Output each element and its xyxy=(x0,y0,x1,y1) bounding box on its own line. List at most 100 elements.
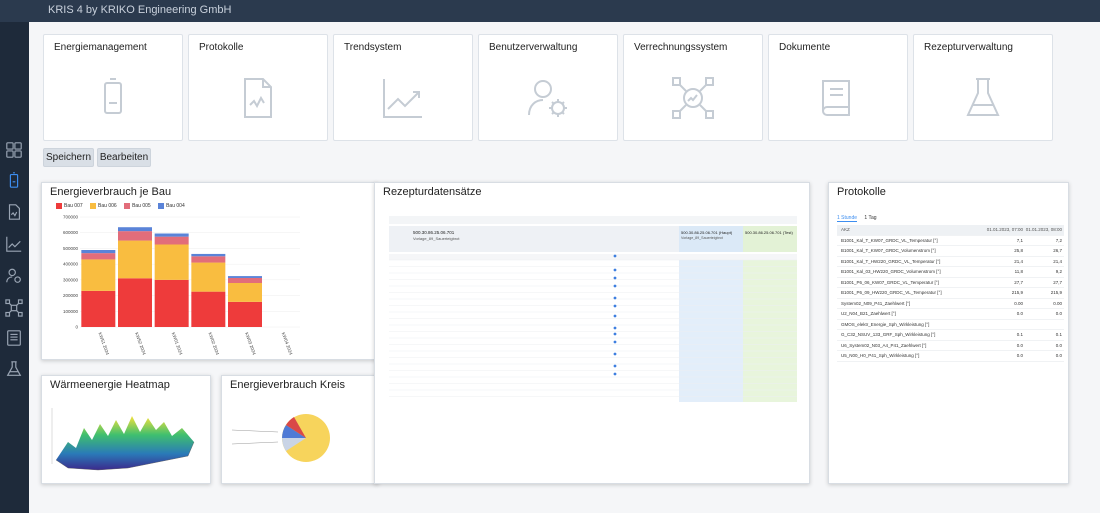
y-tick-label: 300000 xyxy=(63,277,79,282)
table-cell: B1001_Kal_03_HW220_GRDC_Volumenstrom [°] xyxy=(841,269,941,275)
status-dot xyxy=(613,332,617,336)
protocols-table: AKZ 01.01.2023, 07:00 01.01.2023, 08:00 … xyxy=(837,225,1064,362)
tile-verrechnungssystem[interactable]: Verrechnungssystem xyxy=(623,34,763,141)
table-row[interactable]: U5_N00_H0_P41_Sph_Wirkleistung [°] 0.0 0.0 xyxy=(837,351,1064,362)
table-row[interactable]: U6_System02_N03_A4_P41_Zaehlwert [°] 0.0 0… xyxy=(837,341,1064,351)
bar-segment xyxy=(118,231,152,241)
table-cell: 21,4 xyxy=(1053,258,1062,264)
tile-label: Rezepturverwaltung xyxy=(924,42,1013,53)
bar-segment xyxy=(118,240,152,279)
table-cell: U2_N04_B21_Zaehlwert [°] xyxy=(841,311,896,317)
table-row[interactable]: B1001_Kal_T_KW07_GRDC_Volumenstrom [°] 25… xyxy=(837,246,1064,257)
recipe-col-title: 500.30.86.25.06.701 (Haupt) xyxy=(681,230,733,235)
table-row[interactable]: U2_N04_B21_Zaehlwert [°] 0.0 0.0 xyxy=(837,309,1064,320)
network-icon xyxy=(672,77,714,119)
x-tick-label: KW52 2024 xyxy=(134,332,147,356)
table-row[interactable]: B1001_Kal_T_KW07_GRDC_VL_Temperatur [°] 7… xyxy=(837,236,1064,246)
app-title-bar: KRIS 4 by KRIKO Engineering GmbH xyxy=(0,0,1100,22)
tab-1-hour[interactable]: 1 Stunde xyxy=(837,215,858,222)
recipe-grid[interactable]: 500.30.86.25.06.701 Vorlage_89_Sauerteig… xyxy=(389,216,797,402)
network-icon[interactable] xyxy=(4,298,24,318)
tile-label: Protokolle xyxy=(199,42,244,53)
tile-rezepturverwaltung[interactable]: Rezepturverwaltung xyxy=(913,34,1053,141)
status-dot xyxy=(613,268,617,272)
book-icon xyxy=(822,80,850,116)
legend-item: Bau 006 xyxy=(90,203,117,209)
tile-label: Benutzerverwaltung xyxy=(489,42,578,53)
y-tick-label: 0 xyxy=(75,325,78,330)
y-tick-label: 600000 xyxy=(63,230,79,235)
document-icon[interactable] xyxy=(4,202,24,222)
table-row[interactable]: G_C32_NSUV_133_GRF_Sph_Wirkleistung [°] 0… xyxy=(837,330,1064,341)
bar-segment xyxy=(81,253,116,260)
table-cell: B1001_P6_09_HW220_GRDC_VL_Temperatur [°] xyxy=(841,290,942,296)
modules-icon[interactable] xyxy=(4,140,24,160)
status-dot xyxy=(613,296,617,300)
status-dot xyxy=(613,314,617,318)
bar-segment xyxy=(191,291,226,327)
tile-protokolle[interactable]: Protokolle xyxy=(188,34,328,141)
tile-dokumente[interactable]: Dokumente xyxy=(768,34,908,141)
x-tick-label: KW04 2024 xyxy=(281,332,294,356)
energy-by-building-card: Energieverbrauch je Bau Bau 007 Bau 006 … xyxy=(41,182,378,360)
tab-1-day[interactable]: 1 Tag xyxy=(864,215,877,221)
flask-icon[interactable] xyxy=(4,359,24,379)
table-row[interactable]: System02_N09_P41_Zaehlwert [°] 0.00 0.00 xyxy=(837,299,1064,309)
table-row[interactable]: B1001_P6_06_KW07_GRDC_VL_Temperatur [°] 2… xyxy=(837,278,1064,288)
col-header-t2: 01.01.2023, 08:00 xyxy=(1025,227,1062,233)
table-row[interactable]: B1001_Kal_03_HW220_GRDC_Volumenstrom [°]… xyxy=(837,267,1064,278)
recipe-header-code: 500.30.86.25.06.701 xyxy=(413,230,455,235)
table-cell: B1001_Kal_T_KW07_GRDC_VL_Temperatur [°] xyxy=(841,237,938,243)
status-dot xyxy=(613,326,617,330)
edit-button[interactable]: Bearbeiten xyxy=(97,148,151,167)
bar-segment xyxy=(118,278,152,327)
sidebar xyxy=(0,22,29,513)
table-cell: GMOS_elektr_Energie_Sph_Wirkleistung [°] xyxy=(841,321,930,327)
stacked-bar-chart: 0 100000 200000 300000 400000 500000 600000 700… xyxy=(63,215,300,356)
tile-trendsystem[interactable]: Trendsystem xyxy=(333,34,473,141)
x-tick-label: KW02 2024 xyxy=(207,332,220,356)
tile-label: Verrechnungssystem xyxy=(634,42,728,53)
app-title: KRIS 4 by KRIKO Engineering GmbH xyxy=(48,4,232,16)
table-cell: 0.0 xyxy=(1016,342,1023,348)
bar-segment xyxy=(154,244,189,280)
table-cell: 9,2 xyxy=(1055,269,1062,275)
table-cell: 215,9 xyxy=(1050,290,1062,296)
card-title: Wärmeenergie Heatmap xyxy=(50,379,170,391)
tile-energiemanagement[interactable]: Energiemanagement xyxy=(43,34,183,141)
table-row[interactable]: B1001_P6_09_HW220_GRDC_VL_Temperatur [°]… xyxy=(837,288,1064,299)
tile-label: Trendsystem xyxy=(344,42,402,53)
y-tick-label: 100000 xyxy=(63,309,79,314)
user-settings-icon[interactable] xyxy=(4,266,24,286)
trend-icon[interactable] xyxy=(4,234,24,254)
table-row[interactable]: GMOS_elektr_Energie_Sph_Wirkleistung [°] xyxy=(837,320,1064,330)
protocols-card: Protokolle 1 Stunde 1 Tag AKZ 01.01.2023… xyxy=(828,182,1069,484)
table-cell: 0.0 xyxy=(1055,342,1062,348)
table-cell: 25,8 xyxy=(1014,248,1023,254)
bar-segment xyxy=(191,256,226,263)
card-title: Rezepturdatensätze xyxy=(383,186,482,198)
table-cell: 27,7 xyxy=(1053,279,1062,285)
table-cell: 0.00 xyxy=(1053,300,1062,306)
status-dot xyxy=(613,372,617,376)
bar-segment xyxy=(191,253,226,257)
heatmap-card: Wärmeenergie Heatmap xyxy=(41,375,211,484)
document-icon xyxy=(244,78,272,118)
chart-legend: Bau 007 Bau 006 Bau 005 Bau 004 xyxy=(56,203,191,209)
bar-segment xyxy=(118,227,152,232)
x-tick-label: KW01 2024 xyxy=(171,332,184,356)
status-dot xyxy=(613,254,617,258)
save-button[interactable]: Speichern xyxy=(43,148,94,167)
table-row[interactable]: B1001_Kal_T_HW220_GRDC_VL_Temperatur [°]… xyxy=(837,257,1064,267)
tile-label: Energiemanagement xyxy=(54,42,147,53)
flask-icon xyxy=(966,78,1000,116)
table-cell: B1001_Kal_T_HW220_GRDC_VL_Temperatur [°] xyxy=(841,258,941,264)
book-icon[interactable] xyxy=(4,328,24,348)
card-title: Energieverbrauch je Bau xyxy=(50,186,172,198)
table-cell: G_C32_NSUV_133_GRF_Sph_Wirkleistung [°] xyxy=(841,332,936,338)
x-tick-label: KW51 2024 xyxy=(97,332,110,356)
bar-segment xyxy=(81,250,116,254)
tile-benutzerverwaltung[interactable]: Benutzerverwaltung xyxy=(478,34,618,141)
battery-icon[interactable] xyxy=(4,170,24,190)
main-content: Energiemanagement Protokolle Trendsystem… xyxy=(29,22,1100,513)
